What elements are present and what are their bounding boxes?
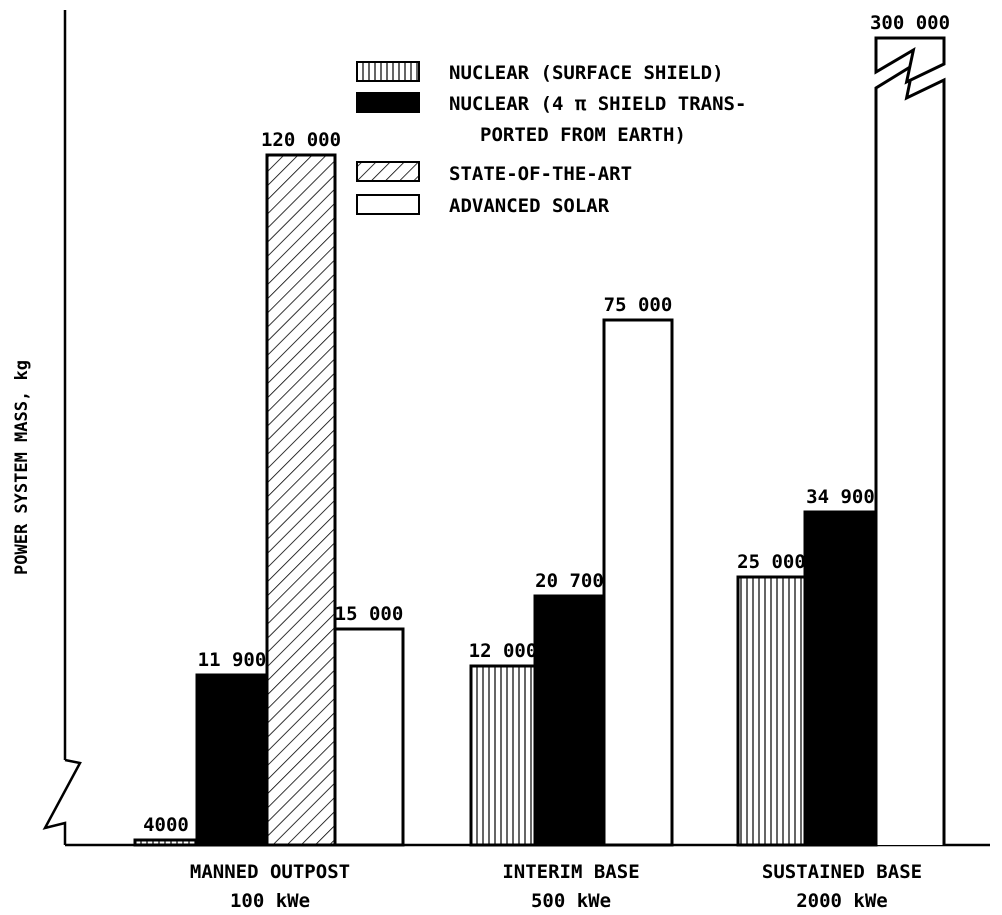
value-label-interim-base-nuclear-4pi-shield: 20 700	[535, 570, 604, 592]
legend-label-nuclear-surface-shield: NUCLEAR (SURFACE SHIELD)	[449, 62, 724, 84]
bar-sustained-base-advanced-solar-top-segment	[874, 36, 946, 85]
bars	[133, 36, 946, 847]
category-power-manned-outpost: 100 kWe	[230, 890, 310, 912]
bar-manned-outpost-advanced-solar	[333, 627, 405, 847]
bar-interim-base-advanced-solar	[602, 318, 674, 847]
legend-label-state-of-the-art: STATE-OF-THE-ART	[449, 163, 632, 185]
value-label-manned-outpost-advanced-solar: 15 000	[335, 603, 404, 625]
category-labels: MANNED OUTPOST 100 kWe INTERIM BASE 500 …	[190, 861, 922, 912]
y-axis-label: POWER SYSTEM MASS, kg	[12, 360, 32, 575]
y-axis-break-mark	[42, 758, 82, 845]
bar-manned-outpost-nuclear-4pi-shield	[195, 673, 269, 847]
legend-swatch-advanced-solar	[356, 194, 420, 215]
value-label-manned-outpost-state-of-the-art: 120 000	[261, 129, 341, 151]
category-label-manned-outpost: MANNED OUTPOST	[190, 861, 350, 883]
bar-interim-base-nuclear-surface-shield	[469, 664, 537, 847]
legend-swatch-state-of-the-art	[356, 161, 420, 182]
bar-sustained-base-nuclear-surface-shield	[736, 575, 807, 847]
legend-label-nuclear-4pi-shield-line2: PORTED FROM EARTH)	[480, 124, 686, 146]
bar-sustained-base-advanced-solar	[874, 61, 946, 845]
category-power-interim-base: 500 kWe	[531, 890, 611, 912]
category-power-sustained-base: 2000 kWe	[796, 890, 888, 912]
legend: NUCLEAR (SURFACE SHIELD) NUCLEAR (4 π SH…	[356, 61, 746, 217]
value-label-sustained-base-nuclear-surface-shield: 25 000	[737, 551, 806, 573]
legend-swatch-nuclear-4pi-shield	[356, 92, 420, 113]
legend-swatch-nuclear-surface-shield	[356, 61, 420, 82]
value-label-interim-base-nuclear-surface-shield: 12 000	[469, 640, 538, 662]
category-label-sustained-base: SUSTAINED BASE	[762, 861, 922, 883]
bar-manned-outpost-state-of-the-art	[265, 153, 337, 847]
value-label-sustained-base-advanced-solar: 300 000	[870, 12, 950, 34]
value-label-manned-outpost-nuclear-4pi-shield: 11 900	[198, 649, 267, 671]
bar-sustained-base-nuclear-4pi-shield	[803, 510, 878, 847]
value-label-interim-base-advanced-solar: 75 000	[604, 294, 673, 316]
value-labels: 4000 12 000 25 000 11 900 20 700 34 900 120 00…	[143, 12, 950, 836]
category-label-interim-base: INTERIM BASE	[502, 861, 639, 883]
legend-label-nuclear-4pi-shield-line1: NUCLEAR (4 π SHIELD TRANS-	[449, 93, 746, 115]
legend-label-advanced-solar: ADVANCED SOLAR	[449, 195, 610, 217]
value-label-sustained-base-nuclear-4pi-shield: 34 900	[806, 486, 875, 508]
bar-interim-base-nuclear-4pi-shield	[533, 594, 606, 847]
value-label-manned-outpost-nuclear-surface-shield: 4000	[143, 814, 189, 836]
bar-manned-outpost-nuclear-surface-shield	[133, 838, 199, 847]
